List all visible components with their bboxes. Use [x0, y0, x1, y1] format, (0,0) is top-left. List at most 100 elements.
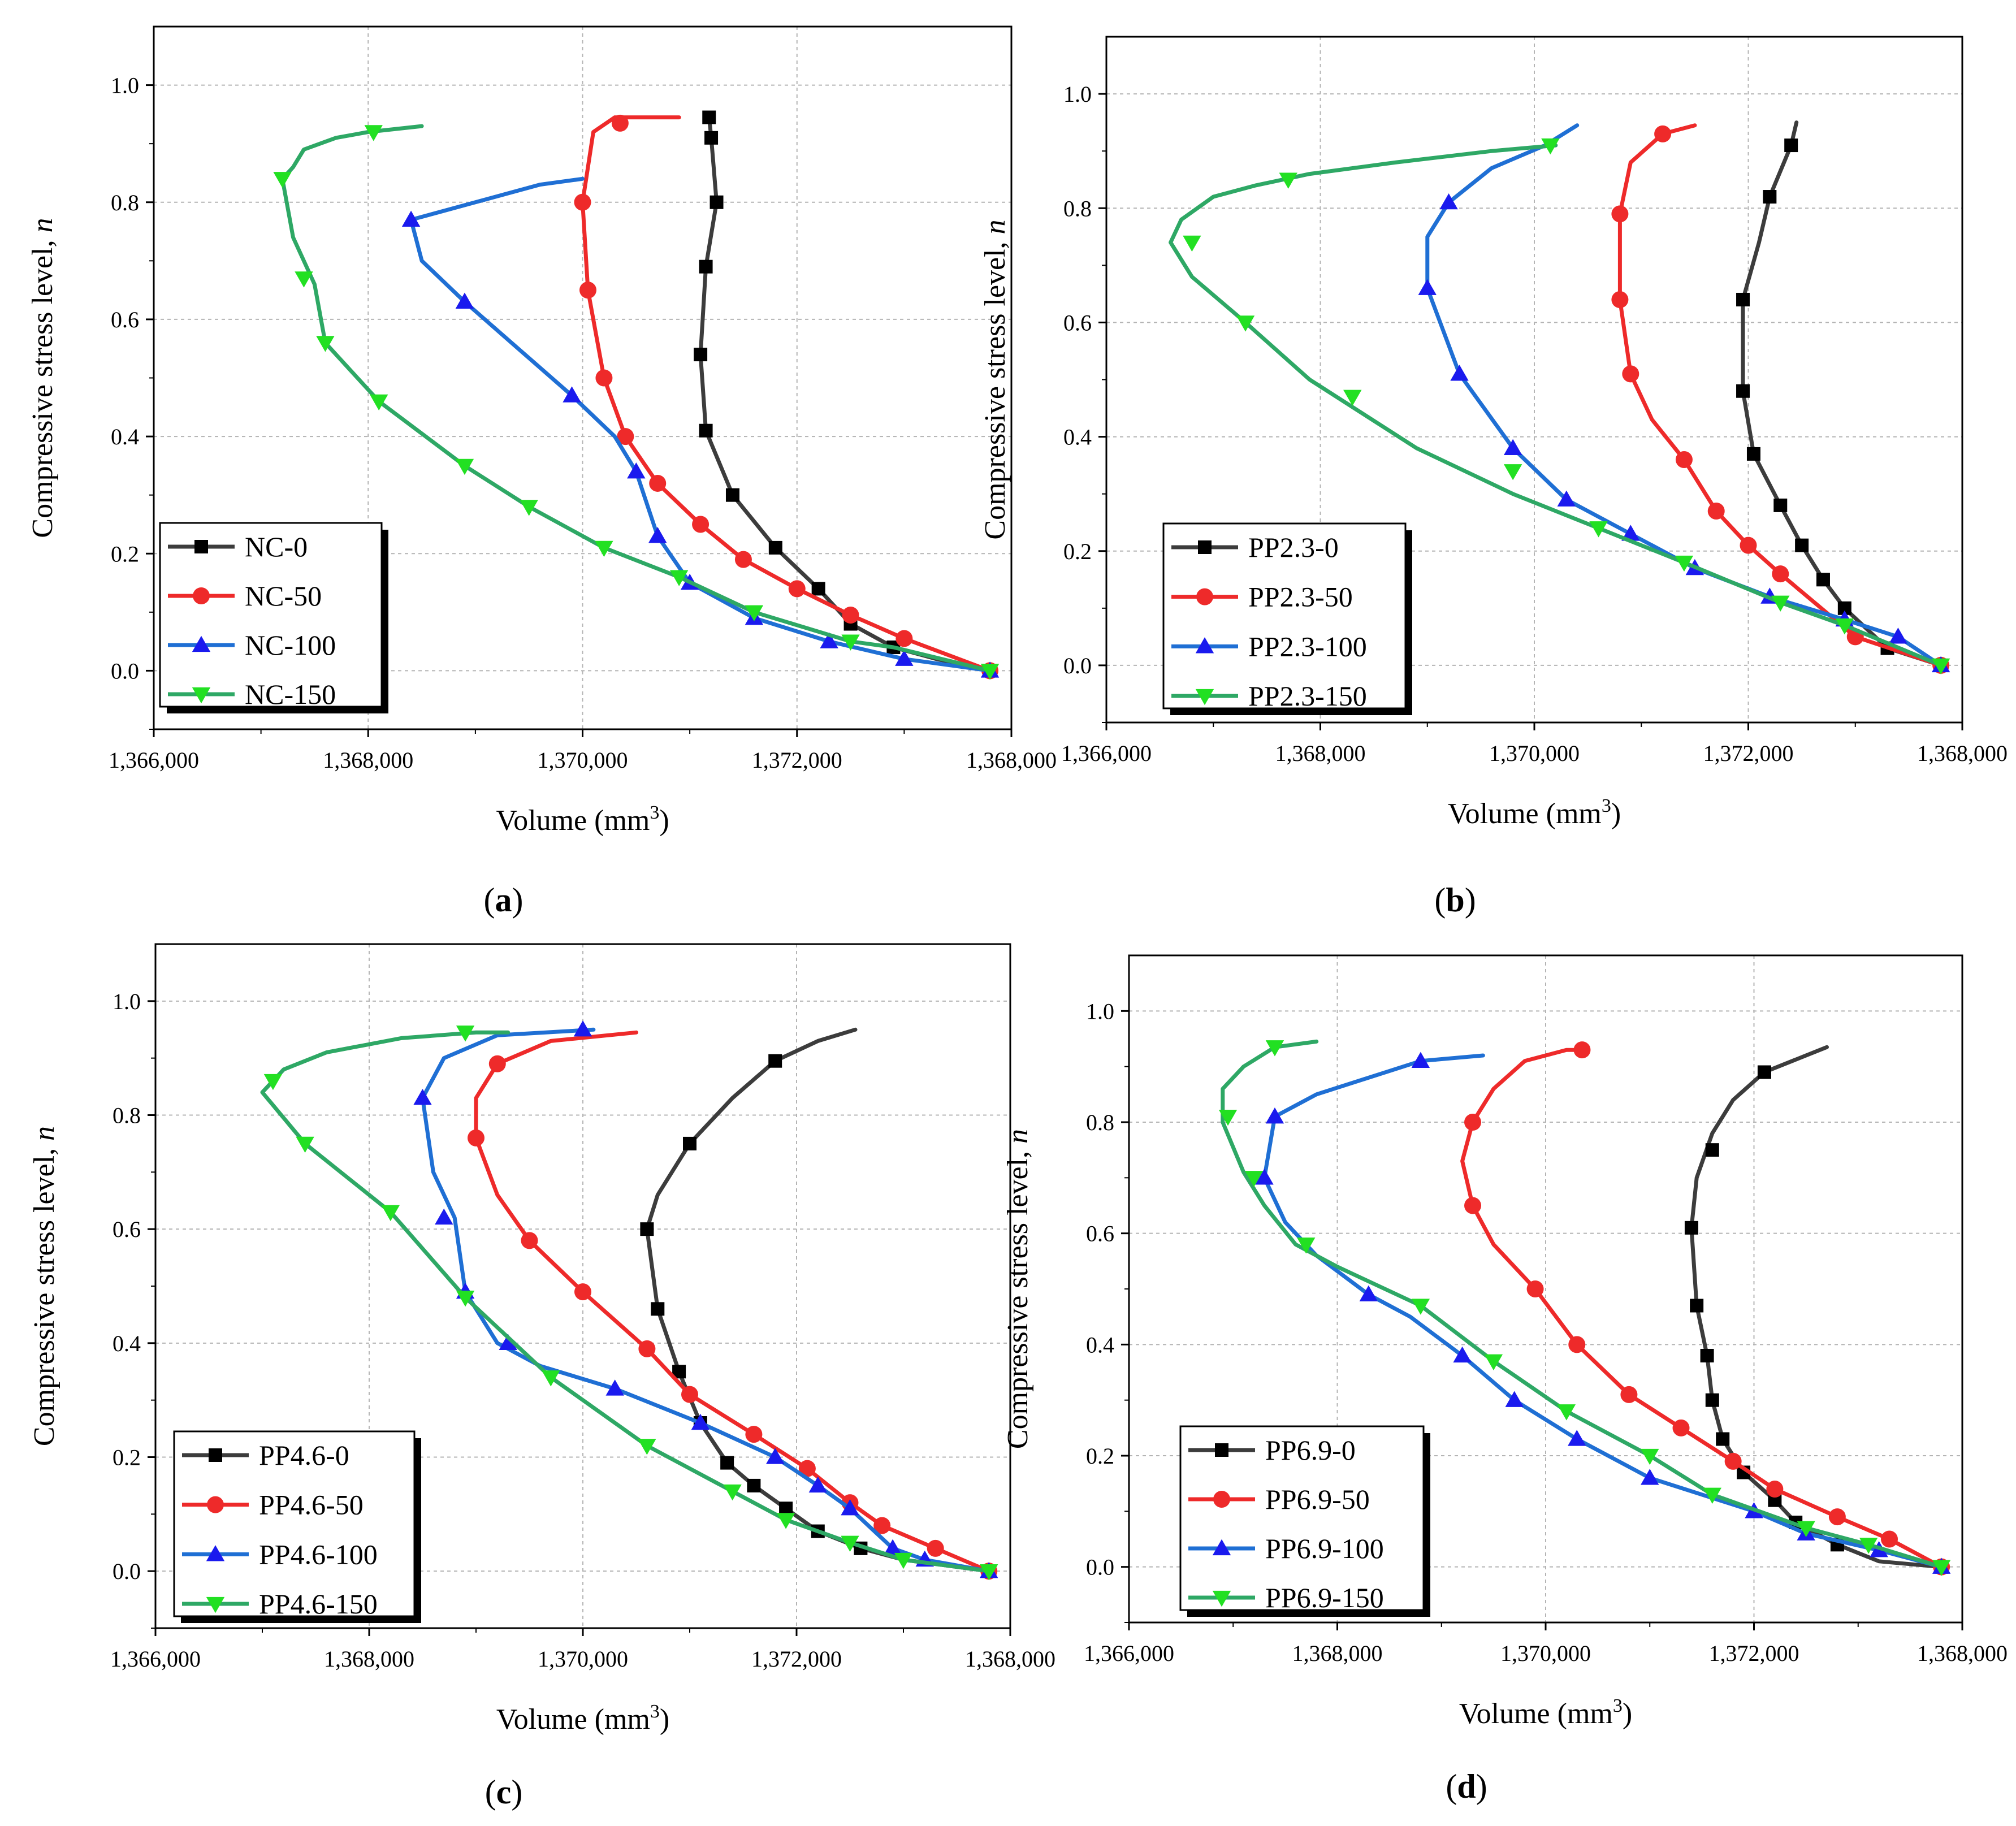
y-tick-label: 0.6 — [1086, 1221, 1114, 1247]
data-point — [842, 607, 859, 624]
panel-label: (b) — [1434, 881, 1476, 919]
legend-item: PP2.3-100 — [1171, 630, 1367, 662]
legend-marker — [1212, 1539, 1231, 1556]
y-tick-label: 0.0 — [113, 1559, 141, 1584]
data-point — [1772, 565, 1789, 583]
data-point — [1505, 1391, 1524, 1407]
x-tick-label: 1,366,000 — [110, 1646, 201, 1672]
data-point — [1297, 1237, 1316, 1254]
x-tick-label: 1,368,000 — [324, 1646, 414, 1672]
x-tick-label: 1,368,000 — [966, 747, 1057, 773]
x-tick-label: 1,368,000 — [965, 1646, 1055, 1672]
legend-marker — [1196, 588, 1213, 605]
legend-item: PP2.3-150 — [1171, 680, 1367, 712]
data-point — [1621, 525, 1640, 541]
x-tick-label: 1,366,000 — [109, 747, 199, 773]
data-point — [1700, 1349, 1714, 1362]
legend-label: PP4.6-50 — [259, 1489, 364, 1521]
legend-item: PP2.3-0 — [1171, 531, 1339, 563]
legend-item: PP6.9-50 — [1188, 1483, 1370, 1515]
data-point — [683, 1136, 696, 1150]
series-line — [1741, 120, 1943, 668]
data-point — [883, 1539, 902, 1555]
data-point — [488, 1055, 506, 1072]
data-point — [401, 210, 421, 227]
data-point — [1484, 1354, 1503, 1371]
y-tick-label: 0.4 — [1063, 425, 1092, 450]
data-point — [456, 1025, 475, 1042]
legend-marker — [1198, 540, 1212, 554]
y-tick-label: 1.0 — [113, 989, 141, 1014]
data-point — [980, 664, 1000, 680]
series-NC-0 — [694, 110, 997, 678]
data-point — [1705, 1393, 1719, 1407]
data-point — [894, 1552, 913, 1569]
legend-marker — [1212, 1590, 1231, 1607]
series-PP4.6-0 — [640, 1027, 996, 1578]
data-point — [542, 1370, 560, 1387]
legend-item: NC-150 — [168, 678, 336, 710]
legend-item: PP4.6-100 — [182, 1538, 378, 1570]
data-point — [1411, 1052, 1430, 1068]
series-line — [1689, 1045, 1944, 1569]
data-point — [611, 114, 629, 132]
legend-marker — [207, 1496, 224, 1513]
data-point — [1705, 1143, 1719, 1157]
data-point — [1881, 1530, 1898, 1548]
legend: NC-0 NC-50 NC-100 NC-150 — [159, 522, 388, 713]
legend-item: PP6.9-150 — [1188, 1582, 1384, 1613]
data-point — [1816, 573, 1830, 587]
data-point — [1707, 502, 1725, 520]
data-point — [574, 1283, 591, 1301]
y-tick-label: 1.0 — [1063, 81, 1092, 107]
data-point — [1835, 618, 1854, 635]
data-point — [1736, 292, 1750, 306]
data-point — [1541, 138, 1560, 155]
x-axis-label: Volume (mm3) — [496, 1701, 669, 1736]
data-point — [699, 259, 713, 274]
legend-marker — [194, 540, 208, 553]
data-point — [263, 1074, 283, 1091]
x-tick-label: 1,370,000 — [1500, 1641, 1591, 1666]
x-tick-label: 1,370,000 — [1489, 741, 1580, 766]
data-point — [370, 394, 388, 411]
data-point — [574, 193, 591, 211]
series-line — [581, 115, 992, 673]
data-point — [1183, 235, 1201, 252]
data-point — [595, 369, 613, 387]
series-PP2.3-100 — [1418, 123, 1950, 673]
x-tick-label: 1,366,000 — [1061, 741, 1152, 766]
data-point — [1622, 365, 1639, 383]
y-tick-label: 0.2 — [111, 541, 139, 566]
legend-label: NC-0 — [245, 531, 308, 562]
x-tick-label: 1,366,000 — [1084, 1641, 1174, 1666]
data-point — [768, 540, 782, 555]
legend-item: PP4.6-150 — [182, 1588, 378, 1620]
data-point — [1568, 1336, 1586, 1353]
x-tick-label: 1,368,000 — [1917, 741, 2008, 766]
data-point — [691, 1413, 710, 1430]
y-tick-label: 0.2 — [113, 1445, 141, 1470]
data-point — [1703, 1487, 1721, 1504]
series-line — [1221, 1039, 1944, 1569]
x-tick-label: 1,370,000 — [538, 747, 628, 773]
data-point — [521, 1232, 538, 1249]
chart-panel-c: 1,366,000 1,368,000 1,370,000 1,372,000 1,36… — [28, 943, 1055, 1811]
series-PP6.9-0 — [1684, 1045, 1949, 1574]
x-tick-label: 1,370,000 — [538, 1646, 628, 1672]
data-point — [808, 1476, 827, 1493]
data-point — [1218, 1110, 1238, 1126]
data-point — [563, 386, 581, 403]
series-PP4.6-150 — [260, 1025, 998, 1581]
data-point — [1418, 279, 1437, 295]
x-tick-label: 1,368,000 — [1275, 741, 1366, 766]
data-point — [694, 348, 708, 362]
series-PP6.9-150 — [1218, 1039, 1951, 1576]
data-point — [1255, 1169, 1274, 1185]
data-point — [1439, 193, 1458, 210]
data-point — [455, 292, 474, 309]
legend-box — [1179, 1425, 1425, 1611]
data-point — [456, 1291, 475, 1307]
data-point — [364, 125, 383, 141]
data-point — [1265, 1040, 1284, 1057]
